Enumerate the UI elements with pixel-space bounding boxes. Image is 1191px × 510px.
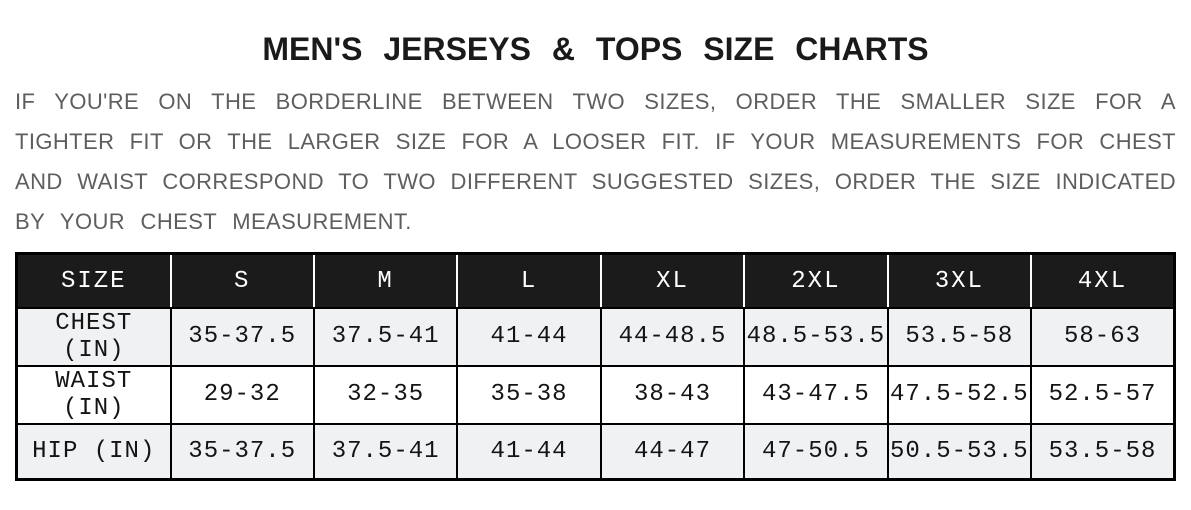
table-row-chest: CHEST (IN) 35-37.5 37.5-41 41-44 44-48.5… [15,306,1176,367]
chest-l-cell: 41-44 [456,306,602,367]
col-header-size: SIZE [16,253,171,309]
hip-3xl-cell: 50.5-53.5 [886,422,1033,481]
col-header-3xl: 3XL [886,253,1032,309]
chest-3xl-cell: 53.5-58 [886,306,1033,367]
chest-xl-cell: 44-48.5 [599,306,746,367]
hip-s-cell: 35-37.5 [169,422,315,481]
chest-m-cell: 37.5-41 [312,306,459,367]
hip-m-cell: 37.5-41 [312,422,459,481]
waist-4xl-cell: 52.5-57 [1030,364,1176,425]
col-header-4xl: 4XL [1030,253,1175,309]
hip-xl-cell: 44-47 [599,422,746,481]
waist-s-cell: 29-32 [169,364,315,425]
waist-l-cell: 35-38 [456,364,602,425]
col-header-xl: XL [599,253,745,309]
hip-4xl-cell: 53.5-58 [1030,422,1176,481]
sizing-advice-paragraph: IF YOU'RE ON THE BORDERLINE BETWEEN TWO … [15,82,1176,242]
col-header-2xl: 2XL [743,253,888,309]
waist-xl-cell: 38-43 [599,364,746,425]
col-header-m: M [312,253,458,309]
sizing-advice-line-1: IF YOU'RE ON THE BORDERLINE BETWEEN TWO … [15,89,1176,115]
col-header-l: L [456,253,601,309]
waist-3xl-cell: 47.5-52.5 [886,364,1033,425]
sizing-advice-line-4: BY YOUR CHEST MEASUREMENT. [15,209,412,235]
page-title: MEN'S JERSEYS & TOPS SIZE CHARTS [262,31,929,67]
chest-4xl-cell: 58-63 [1030,306,1176,367]
waist-m-cell: 32-35 [312,364,459,425]
row-label-waist: WAIST (IN) [15,364,172,425]
col-header-s: S [169,253,314,309]
table-header-row: SIZE S M L XL 2XL 3XL 4XL [16,253,1175,309]
table-row-waist: WAIST (IN) 29-32 32-35 35-38 38-43 43-47… [15,364,1176,425]
sizing-advice-line-3: AND WAIST CORRESPOND TO TWO DIFFERENT SU… [15,169,1176,195]
sizing-advice-line-2: TIGHTER FIT OR THE LARGER SIZE FOR A LOO… [15,129,1176,155]
row-label-hip: HIP (IN) [15,422,172,481]
size-chart-table: SIZE S M L XL 2XL 3XL 4XL CHEST (IN) 35-… [15,252,1176,482]
waist-2xl-cell: 43-47.5 [743,364,889,425]
chest-2xl-cell: 48.5-53.5 [743,306,889,367]
table-row-hip: HIP (IN) 35-37.5 37.5-41 41-44 44-47 47-… [15,422,1176,481]
hip-2xl-cell: 47-50.5 [743,422,889,481]
hip-l-cell: 41-44 [456,422,602,481]
row-label-chest: CHEST (IN) [15,306,172,367]
chest-s-cell: 35-37.5 [169,306,315,367]
